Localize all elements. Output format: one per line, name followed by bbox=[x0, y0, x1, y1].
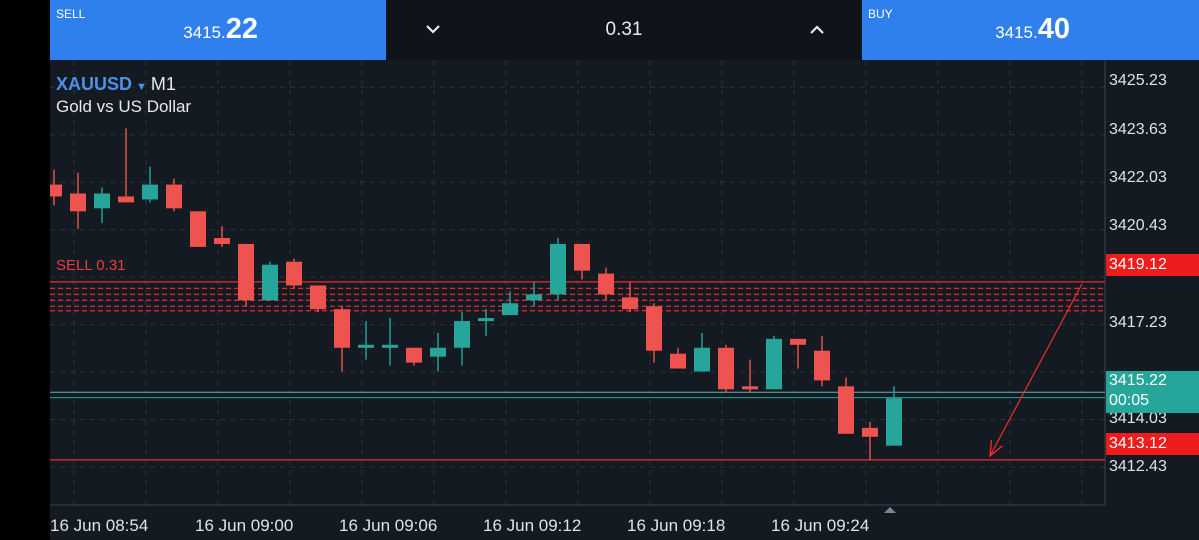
y-tick-label: 3412.43 bbox=[1109, 458, 1167, 475]
candle-body bbox=[358, 344, 374, 348]
candle-body bbox=[694, 347, 710, 372]
trade-bar: SELL 3415.22 0.31 BUY 3415.40 bbox=[50, 0, 1199, 60]
candle-body bbox=[886, 398, 902, 446]
candle-body bbox=[718, 347, 734, 390]
chart-canvas[interactable] bbox=[50, 60, 1199, 540]
volume-panel: 0.31 bbox=[386, 0, 862, 60]
sell-price-digits: 22 bbox=[225, 13, 258, 45]
order-line-label[interactable]: SELL 0.31 bbox=[56, 257, 126, 274]
x-tick-label: 16 Jun 09:18 bbox=[627, 516, 726, 535]
x-tick-label: 16 Jun 09:00 bbox=[195, 516, 294, 535]
timeframe[interactable]: M1 bbox=[150, 74, 176, 94]
candle-body bbox=[622, 297, 638, 310]
target-price-tag: 3413.12 bbox=[1106, 433, 1199, 455]
candle-body bbox=[142, 184, 158, 200]
scroll-marker-icon bbox=[884, 507, 896, 513]
candle-body bbox=[334, 309, 350, 348]
candle-body bbox=[526, 294, 542, 301]
candle-body bbox=[70, 193, 86, 212]
y-tick-label: 3420.43 bbox=[1109, 217, 1167, 234]
x-tick-label: 16 Jun 08:54 bbox=[50, 516, 149, 535]
buy-price-digits: 40 bbox=[1037, 13, 1070, 45]
candle-body bbox=[214, 238, 230, 244]
sell-button[interactable]: SELL 3415.22 bbox=[50, 0, 386, 60]
candle-body bbox=[430, 347, 446, 357]
candle-body bbox=[454, 321, 470, 348]
chevron-up-icon[interactable] bbox=[802, 16, 832, 44]
x-tick-label: 16 Jun 09:06 bbox=[339, 516, 438, 535]
sell-price: 3415.22 bbox=[183, 13, 258, 46]
candle-body bbox=[550, 243, 566, 295]
sell-price-prefix: 3415. bbox=[183, 23, 226, 42]
symbol-description: Gold vs US Dollar bbox=[56, 97, 192, 116]
candle-body bbox=[94, 193, 110, 209]
symbol-row[interactable]: XAUUSD ▼ M1 bbox=[56, 74, 176, 95]
current-price: 3415.22 bbox=[1109, 372, 1167, 389]
current-price-tag: 3415.22 00:05 bbox=[1106, 371, 1199, 413]
candle-body bbox=[238, 243, 254, 301]
y-tick-label: 3417.23 bbox=[1109, 314, 1167, 331]
candles bbox=[50, 128, 902, 461]
candle-body bbox=[814, 350, 830, 381]
candle-body bbox=[310, 285, 326, 310]
candle-body bbox=[670, 353, 686, 369]
volume-value[interactable]: 0.31 bbox=[605, 19, 643, 40]
candle-body bbox=[166, 184, 182, 209]
symbol-name[interactable]: XAUUSD bbox=[56, 74, 133, 94]
x-tick-label: 16 Jun 09:12 bbox=[483, 516, 582, 535]
trend-arrow-head bbox=[989, 439, 1003, 458]
x-tick-label: 16 Jun 09:24 bbox=[771, 516, 870, 535]
order-price-tag: 3419.12 bbox=[1106, 254, 1199, 276]
buy-button[interactable]: BUY 3415.40 bbox=[862, 0, 1199, 60]
buy-price-prefix: 3415. bbox=[995, 23, 1038, 42]
trading-app: SELL 3415.22 0.31 BUY 3415.40 XAUUSD ▼ M1 … bbox=[50, 0, 1199, 540]
y-tick-label: 3414.03 bbox=[1109, 410, 1167, 427]
chevron-down-icon[interactable] bbox=[418, 16, 448, 44]
sell-label: SELL bbox=[56, 7, 86, 21]
y-tick-label: 3425.23 bbox=[1109, 72, 1167, 89]
candle-body bbox=[406, 347, 422, 363]
candle-body bbox=[766, 338, 782, 390]
candle-countdown: 00:05 bbox=[1109, 392, 1150, 409]
symbol-dropdown-icon[interactable]: ▼ bbox=[136, 81, 147, 93]
y-tick-label: 3423.63 bbox=[1109, 121, 1167, 138]
candle-body bbox=[502, 303, 518, 316]
candle-body bbox=[262, 264, 278, 301]
buy-price: 3415.40 bbox=[995, 13, 1070, 46]
candle-body bbox=[598, 273, 614, 295]
candle-body bbox=[286, 261, 302, 286]
candle-body bbox=[838, 386, 854, 434]
candle-body bbox=[118, 196, 134, 203]
candle-body bbox=[574, 243, 590, 271]
candle-body bbox=[50, 184, 62, 197]
candle-body bbox=[190, 211, 206, 247]
trend-arrow-line bbox=[989, 283, 1083, 457]
candle-body bbox=[790, 338, 806, 345]
candle-body bbox=[478, 318, 494, 322]
candle-body bbox=[742, 386, 758, 390]
chart-overlay bbox=[884, 283, 1083, 513]
candle-body bbox=[646, 306, 662, 351]
buy-label: BUY bbox=[868, 7, 893, 21]
y-tick-label: 3422.03 bbox=[1109, 169, 1167, 186]
price-lines bbox=[50, 281, 1105, 461]
candle-body bbox=[862, 427, 878, 437]
candle-body bbox=[382, 344, 398, 348]
price-chart[interactable]: XAUUSD ▼ M1 Gold vs US Dollar SELL 0.31 34… bbox=[50, 60, 1199, 540]
